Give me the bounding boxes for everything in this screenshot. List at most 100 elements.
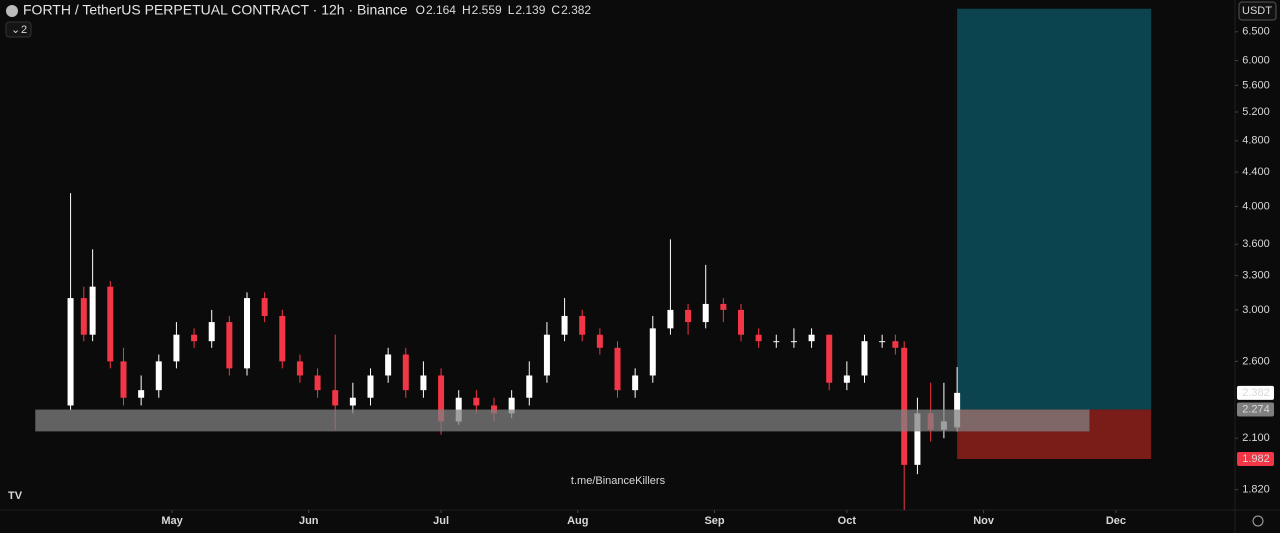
y-tick-label: 3.300 [1242,270,1270,282]
candle-body [892,341,899,348]
candle-body [491,405,497,414]
legend-label: H [462,3,471,17]
candle-body [120,361,127,398]
candle-body [155,361,162,391]
candle-body [385,354,392,376]
candle-body [738,309,744,335]
y-tick-label: 2.100 [1242,432,1270,444]
watermark: t.me/BinanceKillers [571,475,666,487]
candle-body [244,298,250,369]
indicator-toggle[interactable] [5,21,32,38]
legend-value: 2.382 [561,3,591,17]
candle-body [579,315,586,335]
candle-body [402,354,409,391]
candle-body [879,341,886,343]
candle-body [755,334,762,342]
entry-price-label: 2.274 [1242,403,1270,415]
candle-body [649,328,656,376]
legend-label: C [551,3,560,17]
candle-body [702,303,709,323]
last-price-label: 2.382 [1242,387,1270,399]
profit-zone [957,8,1152,410]
candle-body [80,298,87,335]
chart-title: FORTH / TetherUS PERPETUAL CONTRACT · 12… [23,2,408,18]
candle-body [685,309,692,323]
y-tick-label: 5.200 [1242,106,1270,118]
currency-button[interactable] [1238,1,1277,21]
candle-body [173,334,180,362]
candle-body [543,334,550,376]
candle-body [561,315,568,335]
y-tick-label: 1.820 [1242,484,1270,496]
indicator-count: 2 [21,24,27,36]
candle-body [826,334,833,383]
y-tick-label: 6.500 [1242,26,1270,38]
tv-logo: TV [8,490,23,502]
candle-body [632,375,639,391]
candle-body [596,334,603,348]
legend-value: 2.559 [472,3,502,17]
candle-body [367,375,374,398]
candle-body [808,334,815,342]
y-tick-label: 3.600 [1242,238,1270,250]
candle-body [667,309,674,329]
candle-body [914,413,921,465]
legend-label: O [416,3,425,17]
y-tick-label: 4.800 [1242,135,1270,147]
stop-price-label-box [1237,451,1274,466]
candle-body [720,303,727,310]
candle-body [332,390,339,406]
candle-body [790,341,797,343]
x-tick-label: Jun [299,515,319,527]
candle-body [67,298,74,406]
candle-body [473,397,480,406]
x-tick-label: Oct [838,515,857,527]
entry-price-label-box [1237,402,1274,417]
candle-body [508,397,515,414]
y-tick-label: 5.600 [1242,79,1270,91]
support-zone [35,409,1090,432]
x-tick-label: Dec [1106,515,1126,527]
last-price-label-box [1237,385,1274,400]
ohlc-legend: O 2.164 H 2.559 L 2.139 C 2.382 [416,3,592,17]
chevron: ⌄ [11,24,20,36]
candle-body [191,334,198,342]
candle-body [89,286,96,335]
stop-price-label: 1.982 [1242,453,1270,465]
candle-body [438,375,445,422]
currency: USDT [1242,5,1272,17]
legend-value: 2.139 [515,3,545,17]
y-tick-label: 2.600 [1242,355,1270,367]
x-tick-label: Aug [567,515,588,527]
candle-body [296,361,303,376]
candle-body [208,322,215,342]
candle-body [901,347,908,465]
x-tick-label: Sep [704,515,724,527]
legend-value: 2.164 [426,3,456,17]
y-tick-label: 4.400 [1242,166,1270,178]
x-tick-label: Jul [433,515,449,527]
candle-body [526,375,533,398]
candle-body [226,322,233,369]
candle-body [614,347,621,391]
candle-body [861,341,868,376]
y-tick-label: 6.000 [1242,54,1270,66]
candle-body [349,397,356,406]
logo: TV [8,490,23,502]
candle-body [314,375,321,391]
x-tick-label: Nov [973,515,995,527]
candle-body [107,286,114,362]
candle-body [279,315,286,362]
settings-icon[interactable] [1252,515,1264,527]
y-tick-label: 4.000 [1242,200,1270,212]
x-tick-label: May [161,515,183,527]
legend-label: L [508,3,515,17]
candle-body [261,298,268,316]
candle-body [420,375,427,391]
candle-body [773,341,780,343]
candle-body [843,375,850,383]
candle-body [138,390,145,398]
y-tick-label: 3.000 [1242,304,1270,316]
